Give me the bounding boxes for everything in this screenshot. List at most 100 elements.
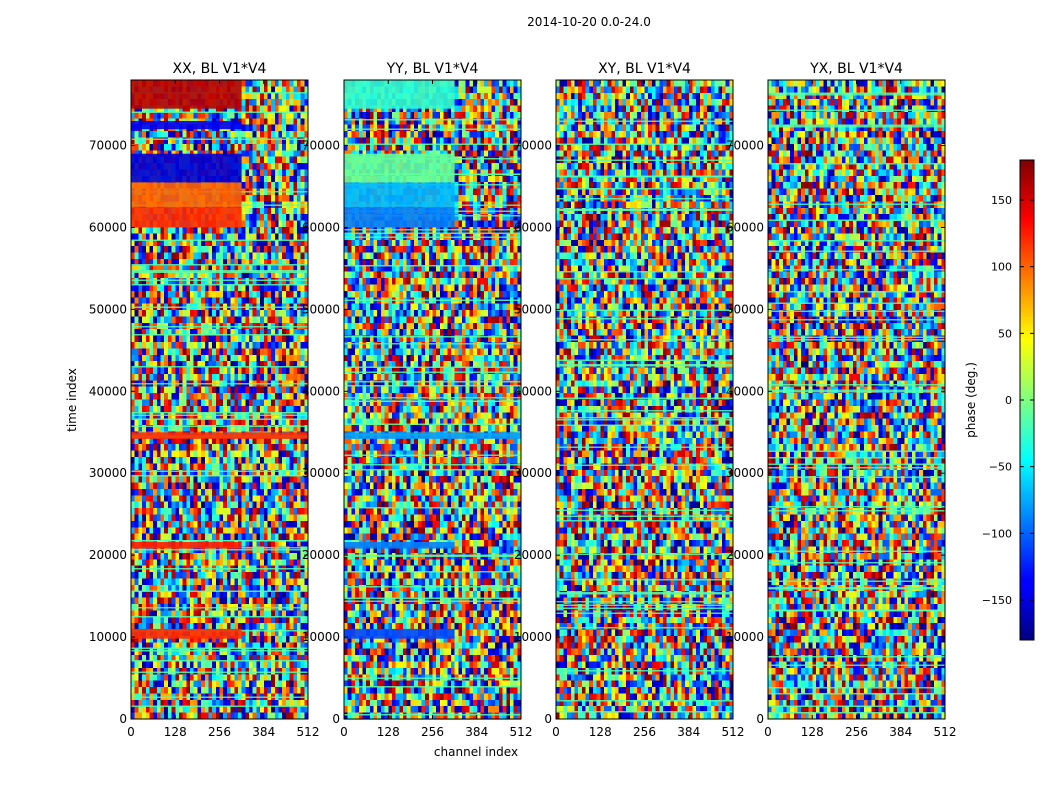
heatmap-cell	[230, 310, 235, 317]
heatmap-cell	[249, 444, 254, 452]
heatmap-cell	[267, 597, 272, 605]
heatmap-cell	[300, 425, 305, 432]
heatmap-cell	[249, 207, 254, 215]
heatmap-cell	[282, 348, 287, 356]
heatmap-cell	[256, 674, 261, 682]
heatmap-cell	[300, 706, 305, 714]
heatmap-cell	[256, 367, 261, 375]
heatmap-cell	[282, 444, 287, 452]
heatmap-cell	[193, 393, 198, 400]
heatmap-cell	[230, 508, 235, 515]
heatmap-cell	[149, 476, 154, 483]
heatmap-cell	[223, 386, 228, 394]
heatmap-cell	[506, 80, 511, 87]
heatmap-cell	[138, 706, 143, 714]
heatmap-cell	[230, 674, 235, 682]
heatmap-cell	[274, 437, 279, 445]
heatmap-cell	[237, 278, 243, 285]
heatmap-cell	[285, 623, 290, 630]
heatmap-cell	[300, 118, 305, 126]
heatmap-cell	[134, 297, 139, 305]
heatmap-cell	[271, 220, 276, 228]
heatmap-cell	[465, 80, 470, 87]
heatmap-cell	[282, 175, 287, 183]
heatmap-cell	[263, 552, 268, 560]
heatmap-cell	[300, 297, 305, 305]
heatmap-cell	[241, 572, 246, 579]
heatmap-cell	[296, 687, 302, 694]
heatmap-cell	[293, 469, 298, 477]
heatmap-cell	[304, 214, 309, 221]
heatmap-cell	[178, 476, 184, 483]
heatmap-cell	[241, 488, 246, 496]
heatmap-cell	[289, 706, 294, 714]
heatmap-cell	[190, 393, 195, 400]
heatmap-cell	[212, 399, 217, 407]
heatmap-cell	[164, 265, 169, 273]
heatmap-cell	[134, 284, 139, 292]
heatmap-cell	[300, 233, 305, 241]
heatmap-cell	[226, 661, 231, 669]
heatmap-cell	[278, 335, 283, 343]
heatmap-cell	[241, 680, 246, 688]
heatmap-cell	[245, 367, 250, 375]
heatmap-cell	[178, 246, 184, 253]
heatmap-cell	[237, 552, 243, 560]
heatmap-cell	[267, 131, 272, 138]
heatmap-cell	[175, 105, 180, 113]
heatmap-cell	[204, 591, 209, 598]
heatmap-cell	[241, 373, 246, 381]
heatmap-cell	[300, 469, 305, 477]
heatmap-cell	[285, 111, 290, 119]
heatmap-cell	[252, 457, 257, 464]
heatmap-cell	[171, 501, 176, 509]
heatmap-cell	[300, 86, 305, 94]
heatmap-cell	[285, 648, 290, 656]
heatmap-cell	[304, 405, 309, 413]
heatmap-cell	[175, 616, 180, 624]
heatmap-cell	[193, 105, 198, 113]
heatmap-cell	[256, 488, 261, 496]
heatmap-cell	[131, 584, 136, 592]
heatmap-cell	[252, 156, 257, 164]
heatmap-cell	[149, 393, 154, 400]
heatmap-cell	[296, 341, 302, 349]
heatmap-cell	[131, 674, 136, 682]
heatmap-cell	[260, 469, 265, 477]
heatmap-cell	[223, 616, 228, 624]
heatmap-cell	[304, 501, 309, 509]
heatmap-cell	[208, 143, 213, 151]
heatmap-cell	[256, 207, 261, 215]
heatmap-cell	[186, 341, 191, 349]
heatmap-cell	[167, 239, 172, 247]
heatmap-cell	[245, 514, 250, 522]
heatmap-cell	[271, 648, 276, 656]
heatmap-cell	[142, 450, 147, 458]
heatmap-cell	[293, 105, 298, 113]
heatmap-cell	[226, 278, 231, 285]
heatmap-cell	[138, 348, 143, 356]
heatmap-cell	[296, 131, 302, 138]
heatmap-cell	[182, 246, 187, 253]
heatmap-cell	[178, 252, 184, 260]
heatmap-cell	[278, 520, 283, 528]
heatmap-cell	[149, 559, 154, 567]
heatmap-cell	[182, 687, 187, 694]
heatmap-cell	[234, 386, 239, 394]
heatmap-cell	[274, 335, 279, 343]
heatmap-cell	[153, 463, 158, 471]
heatmap-cell	[300, 399, 305, 407]
heatmap-cell	[274, 92, 279, 100]
heatmap-cell	[201, 457, 206, 464]
heatmap-cell	[263, 341, 268, 349]
heatmap-cell	[145, 533, 150, 541]
heatmap-cell	[197, 520, 202, 528]
heatmap-cell	[201, 111, 206, 119]
heatmap-cell	[134, 648, 139, 656]
heatmap-cell	[278, 476, 283, 483]
heatmap-cell	[156, 233, 161, 241]
heatmap-cell	[263, 329, 268, 336]
heatmap-cell	[226, 533, 231, 541]
heatmap-cell	[278, 329, 283, 336]
heatmap-cell	[282, 552, 287, 560]
